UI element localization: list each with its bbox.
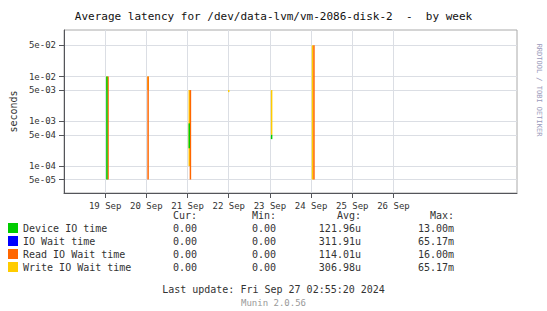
svg-text:19 Sep: 19 Sep: [89, 201, 122, 211]
svg-text:0.00: 0.00: [252, 249, 276, 260]
svg-text:Cur:: Cur:: [173, 210, 197, 221]
svg-text:Write IO Wait time: Write IO Wait time: [23, 262, 131, 273]
svg-text:16.00m: 16.00m: [418, 249, 454, 260]
svg-text:5e-04: 5e-04: [29, 130, 56, 140]
svg-text:21 Sep: 21 Sep: [171, 201, 204, 211]
svg-text:0.00: 0.00: [252, 236, 276, 247]
svg-text:0.00: 0.00: [252, 262, 276, 273]
svg-text:Last update: Fri Sep 27 02:55:: Last update: Fri Sep 27 02:55:20 2024: [162, 284, 385, 295]
svg-text:23 Sep: 23 Sep: [254, 201, 287, 211]
svg-text:5e-02: 5e-02: [29, 40, 56, 50]
svg-text:Munin 2.0.56: Munin 2.0.56: [241, 298, 306, 308]
svg-text:13.00m: 13.00m: [418, 223, 454, 234]
svg-text:Avg:: Avg:: [337, 210, 361, 221]
svg-text:1e-04: 1e-04: [29, 161, 56, 171]
svg-text:26 Sep: 26 Sep: [377, 201, 410, 211]
svg-text:IO Wait time: IO Wait time: [23, 236, 95, 247]
svg-text:121.96u: 121.96u: [319, 223, 361, 234]
svg-text:Min:: Min:: [252, 210, 276, 221]
svg-text:1e-02: 1e-02: [29, 72, 56, 82]
svg-text:Device IO time: Device IO time: [23, 223, 107, 234]
svg-text:seconds: seconds: [8, 90, 19, 132]
svg-text:Read IO Wait time: Read IO Wait time: [23, 249, 125, 260]
svg-text:20 Sep: 20 Sep: [130, 201, 163, 211]
svg-text:0.00: 0.00: [173, 236, 197, 247]
svg-text:114.01u: 114.01u: [319, 249, 361, 260]
svg-text:311.91u: 311.91u: [319, 236, 361, 247]
svg-text:65.17m: 65.17m: [418, 262, 454, 273]
svg-text:Max:: Max:: [430, 210, 454, 221]
svg-text:0.00: 0.00: [173, 223, 197, 234]
svg-text:24 Sep: 24 Sep: [295, 201, 328, 211]
svg-text:RRDTOOL / TOBI OETIKER: RRDTOOL / TOBI OETIKER: [535, 44, 543, 138]
svg-text:1e-03: 1e-03: [29, 116, 56, 126]
svg-text:5e-05: 5e-05: [29, 175, 56, 185]
svg-text:22 Sep: 22 Sep: [212, 201, 245, 211]
svg-text:0.00: 0.00: [173, 249, 197, 260]
svg-text:5e-03: 5e-03: [29, 85, 56, 95]
svg-text:25 Sep: 25 Sep: [336, 201, 369, 211]
svg-text:Average latency for /dev/data-: Average latency for /dev/data-lvm/vm-208…: [75, 10, 473, 23]
svg-text:306.98u: 306.98u: [319, 262, 361, 273]
svg-text:0.00: 0.00: [252, 223, 276, 234]
svg-text:0.00: 0.00: [173, 262, 197, 273]
svg-text:65.17m: 65.17m: [418, 236, 454, 247]
